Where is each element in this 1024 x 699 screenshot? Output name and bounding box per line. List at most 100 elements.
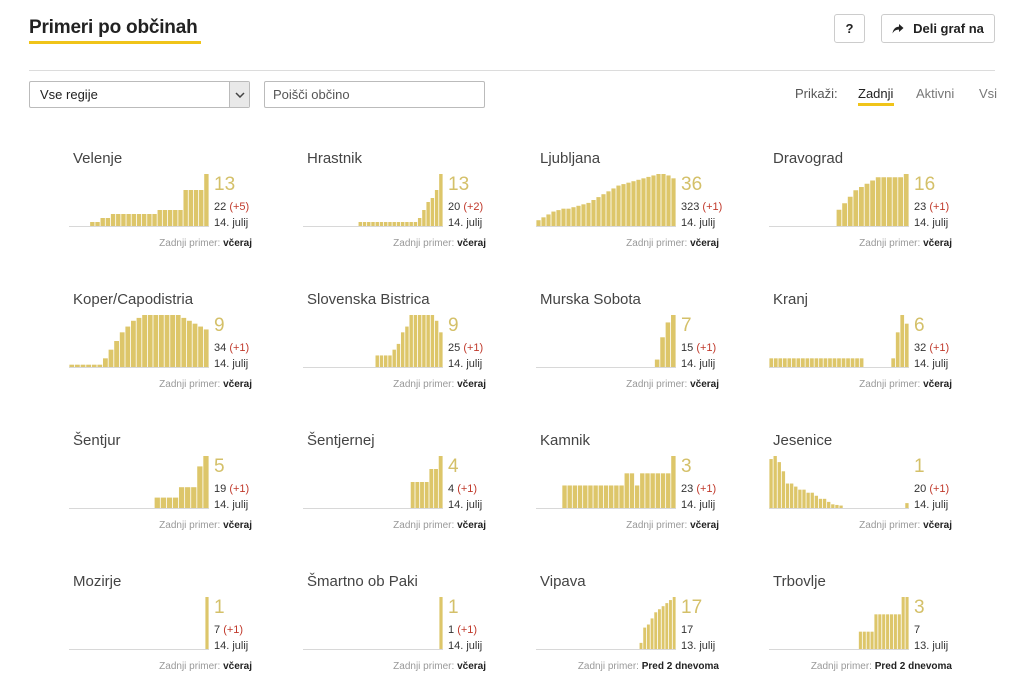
bar — [536, 220, 541, 226]
search-input[interactable] — [264, 81, 485, 108]
bar — [616, 185, 621, 226]
bar — [410, 482, 415, 508]
delta-value: (+1) — [929, 201, 950, 213]
bar — [367, 222, 371, 226]
bar — [170, 315, 175, 367]
bar — [388, 222, 392, 226]
last-case: Zadnji primer: včeraj — [159, 661, 252, 672]
municipality-card[interactable]: Velenje 13 22 (+5) 14. julij Zadnji primer: … — [69, 150, 289, 280]
municipality-card[interactable]: Mozirje 1 7 (+1) 14. julij Zadnji primer: vč… — [69, 573, 289, 699]
delta-value: (+1) — [929, 483, 950, 495]
bar — [893, 614, 897, 649]
bar — [178, 487, 185, 508]
municipality-card[interactable]: Jesenice 1 20 (+1) 14. julij Zadnji primer: … — [769, 432, 989, 562]
bar — [904, 323, 909, 367]
bar — [905, 503, 909, 508]
municipality-card[interactable]: Šentjur 5 19 (+1) 14. julij Zadnji primer: v… — [69, 432, 289, 562]
bar — [847, 196, 853, 226]
chevron-down-icon[interactable] — [229, 82, 249, 107]
bar — [671, 315, 676, 367]
municipality-card[interactable]: Ljubljana 36 323 (+1) 14. julij Zadnji prime… — [536, 150, 756, 280]
bar — [199, 190, 204, 226]
cases-bar-chart — [536, 456, 676, 509]
delta-value: (+1) — [223, 624, 244, 636]
filter-vsi[interactable]: Vsi — [979, 86, 998, 101]
municipality-name: Šentjernej — [307, 432, 375, 449]
bar — [147, 214, 152, 226]
bar — [119, 332, 125, 367]
last-case-value: Pred 2 dnevoma — [641, 661, 719, 672]
municipality-card[interactable]: Kamnik 3 23 (+1) 14. julij Zadnji primer: vč… — [536, 432, 756, 562]
header: Primeri po občinah — [29, 17, 201, 44]
region-select[interactable]: Vse regije — [29, 81, 250, 108]
bar — [114, 341, 119, 367]
bar — [634, 485, 640, 508]
bar — [864, 183, 870, 226]
bar — [541, 217, 546, 226]
cases-bar-chart — [769, 174, 909, 227]
delta-value: (+1) — [463, 342, 484, 354]
bar — [875, 177, 881, 226]
municipality-card[interactable]: Dravograd 16 23 (+1) 14. julij Zadnji primer… — [769, 150, 989, 280]
municipality-card[interactable]: Šentjernej 4 4 (+1) 14. julij Zadnji primer:… — [303, 432, 523, 562]
last-case: Zadnji primer: včeraj — [393, 661, 486, 672]
municipality-card[interactable]: Hrastnik 13 20 (+2) 14. julij Zadnji primer:… — [303, 150, 523, 280]
cases-bar-chart — [769, 315, 909, 368]
last-case-value: včeraj — [923, 520, 952, 531]
bar — [147, 315, 153, 367]
bar — [660, 337, 665, 367]
total-cases: 323 (+1) — [681, 201, 722, 213]
total-value: 23 — [914, 201, 927, 213]
active-count: 1 — [914, 456, 925, 477]
total-cases: 25 (+1) — [448, 342, 483, 354]
bar — [646, 624, 650, 649]
bar — [561, 208, 566, 226]
bar — [417, 315, 422, 367]
last-case-value: včeraj — [690, 379, 719, 390]
filter-aktivni[interactable]: Aktivni — [916, 86, 955, 101]
total-cases: 34 (+1) — [214, 342, 249, 354]
filter-zadnji[interactable]: Zadnji — [858, 86, 894, 106]
bar — [614, 485, 619, 508]
cases-bar-chart — [536, 174, 676, 227]
cases-bar-chart — [303, 315, 443, 368]
bar — [631, 181, 636, 226]
bar — [358, 222, 362, 226]
bar — [90, 222, 95, 226]
help-button[interactable]: ? — [834, 14, 865, 43]
region-select-value: Vse regije — [40, 87, 98, 102]
municipality-card[interactable]: Kranj 6 32 (+1) 14. julij Zadnji primer: vče… — [769, 291, 989, 421]
bar — [650, 618, 654, 649]
bar — [892, 177, 898, 226]
filter-selected-underline — [858, 103, 894, 106]
delta-value: (+1) — [457, 624, 478, 636]
bar — [125, 326, 131, 367]
share-button[interactable]: Deli graf na — [881, 14, 995, 43]
active-count: 3 — [914, 597, 925, 618]
active-count: 3 — [681, 456, 692, 477]
date-label: 13. julij — [681, 640, 716, 652]
municipality-card[interactable]: Murska Sobota 7 15 (+1) 14. julij Zadnji pri… — [536, 291, 756, 421]
delta-value: (+5) — [229, 201, 250, 213]
bar — [853, 190, 859, 226]
bar — [103, 358, 108, 367]
municipality-card[interactable]: Trbovlje 3 7 13. julij Zadnji primer: Pred 2… — [769, 573, 989, 699]
date-label: 14. julij — [448, 358, 483, 370]
bar — [198, 326, 203, 367]
municipality-card[interactable]: Slovenska Bistrica 9 25 (+1) 14. julij Zadnj… — [303, 291, 523, 421]
title-underline — [29, 41, 201, 44]
municipality-card[interactable]: Vipava 17 17 13. julij Zadnji primer: Pred 2… — [536, 573, 756, 699]
municipality-card[interactable]: Koper/Capodistria 9 34 (+1) 14. julij Zadnji… — [69, 291, 289, 421]
bar — [429, 469, 434, 508]
bar — [593, 485, 598, 508]
bar — [601, 194, 606, 226]
municipality-name: Velenje — [73, 150, 123, 167]
last-case-label: Zadnji primer: — [859, 238, 921, 249]
bar — [646, 176, 651, 226]
active-count: 13 — [448, 174, 470, 195]
active-count: 9 — [214, 315, 225, 336]
total-cases: 23 (+1) — [681, 483, 716, 495]
bar — [392, 349, 396, 367]
filter-zadnji-label: Zadnji — [858, 86, 894, 101]
municipality-card[interactable]: Šmartno ob Paki 1 1 (+1) 14. julij Zadnji pr… — [303, 573, 523, 699]
